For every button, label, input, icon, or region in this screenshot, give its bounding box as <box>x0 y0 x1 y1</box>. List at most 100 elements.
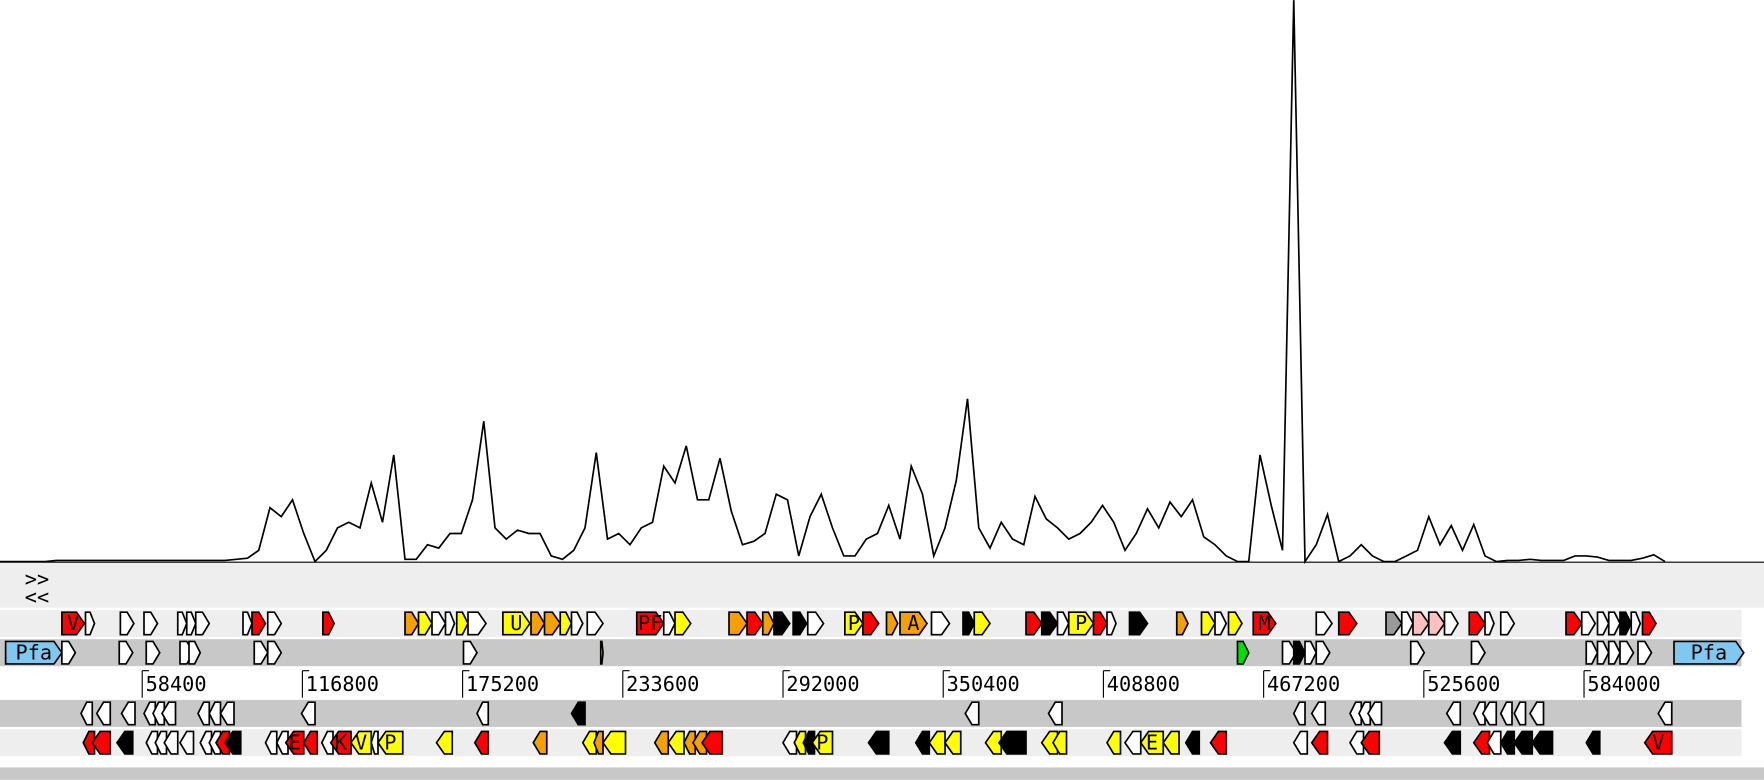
feature[interactable] <box>188 640 202 665</box>
feature[interactable] <box>444 611 456 636</box>
feature[interactable] <box>667 730 685 755</box>
feature[interactable] <box>1585 640 1599 665</box>
feature[interactable] <box>543 611 562 636</box>
feature[interactable] <box>264 730 278 755</box>
feature[interactable] <box>806 611 825 636</box>
feature[interactable] <box>417 611 433 636</box>
feature[interactable] <box>194 611 211 636</box>
feature[interactable] <box>1481 701 1498 726</box>
feature[interactable] <box>635 611 665 636</box>
feature[interactable] <box>1513 730 1534 755</box>
feature[interactable] <box>61 640 77 665</box>
feature[interactable] <box>1360 730 1381 755</box>
feature[interactable] <box>80 701 94 726</box>
feature[interactable] <box>476 701 490 726</box>
feature[interactable] <box>163 730 179 755</box>
feature[interactable] <box>1400 611 1414 636</box>
feature[interactable] <box>1310 701 1327 726</box>
feature[interactable] <box>1052 730 1068 755</box>
feature[interactable] <box>1643 730 1673 755</box>
feature[interactable] <box>1040 730 1059 755</box>
feature[interactable] <box>376 730 404 755</box>
feature[interactable] <box>1596 640 1610 665</box>
feature[interactable] <box>811 730 834 755</box>
feature[interactable] <box>329 730 352 755</box>
feature[interactable] <box>1472 730 1491 755</box>
feature[interactable] <box>284 730 305 755</box>
feature[interactable] <box>266 640 283 665</box>
feature[interactable] <box>700 730 724 755</box>
feature[interactable] <box>161 701 177 726</box>
feature[interactable] <box>253 640 269 665</box>
feature[interactable] <box>867 730 890 755</box>
feature[interactable] <box>91 730 112 755</box>
feature[interactable] <box>154 730 168 755</box>
feature[interactable] <box>1358 701 1372 726</box>
feature[interactable] <box>1128 611 1149 636</box>
feature[interactable] <box>984 730 1003 755</box>
feature[interactable] <box>1067 611 1095 636</box>
feature[interactable] <box>1529 701 1545 726</box>
feature[interactable] <box>1585 730 1601 755</box>
feature[interactable] <box>1040 611 1059 636</box>
feature[interactable] <box>1385 611 1403 636</box>
feature[interactable] <box>219 701 235 726</box>
feature[interactable] <box>1673 640 1745 665</box>
feature[interactable] <box>404 611 420 636</box>
feature[interactable] <box>1281 640 1297 665</box>
feature[interactable] <box>914 730 931 755</box>
feature[interactable] <box>502 611 531 636</box>
feature[interactable] <box>899 611 929 636</box>
feature[interactable] <box>1619 640 1635 665</box>
feature[interactable] <box>1619 611 1633 636</box>
feature[interactable] <box>1607 611 1621 636</box>
feature[interactable] <box>962 611 976 636</box>
feature[interactable] <box>885 611 899 636</box>
feature[interactable] <box>119 611 135 636</box>
feature[interactable] <box>302 730 319 755</box>
feature[interactable] <box>223 730 242 755</box>
feature[interactable] <box>143 611 159 636</box>
feature[interactable] <box>118 640 134 665</box>
feature[interactable] <box>793 730 807 755</box>
feature[interactable] <box>1304 640 1318 665</box>
feature[interactable] <box>120 701 136 726</box>
feature[interactable] <box>1200 611 1216 636</box>
feature[interactable] <box>208 730 222 755</box>
feature[interactable] <box>1227 611 1243 636</box>
feature[interactable] <box>943 730 962 755</box>
feature[interactable] <box>215 730 231 755</box>
feature[interactable] <box>208 701 222 726</box>
feature[interactable] <box>1047 701 1063 726</box>
feature[interactable] <box>1470 640 1486 665</box>
feature[interactable] <box>176 611 188 636</box>
feature[interactable] <box>683 730 697 755</box>
feature[interactable] <box>1106 611 1117 636</box>
feature[interactable] <box>728 611 749 636</box>
feature[interactable] <box>251 611 267 636</box>
feature[interactable] <box>431 611 447 636</box>
feature[interactable] <box>179 730 195 755</box>
feature[interactable] <box>462 640 478 665</box>
feature[interactable] <box>559 611 573 636</box>
feature[interactable] <box>844 611 864 636</box>
feature[interactable] <box>570 611 584 636</box>
feature[interactable] <box>1056 611 1070 636</box>
feature[interactable] <box>1596 611 1610 636</box>
feature[interactable] <box>1292 701 1306 726</box>
feature[interactable] <box>782 730 798 755</box>
feature[interactable] <box>143 701 157 726</box>
feature[interactable] <box>1427 611 1446 636</box>
feature[interactable] <box>1139 730 1165 755</box>
feature[interactable] <box>1162 730 1180 755</box>
feature[interactable] <box>145 640 161 665</box>
feature[interactable] <box>266 611 283 636</box>
feature[interactable] <box>862 611 880 636</box>
feature[interactable] <box>997 730 1027 755</box>
feature[interactable] <box>199 730 213 755</box>
feature[interactable] <box>1443 611 1459 636</box>
feature[interactable] <box>1637 640 1653 665</box>
feature[interactable] <box>930 611 951 636</box>
feature[interactable] <box>1657 701 1673 726</box>
feature[interactable] <box>185 611 197 636</box>
